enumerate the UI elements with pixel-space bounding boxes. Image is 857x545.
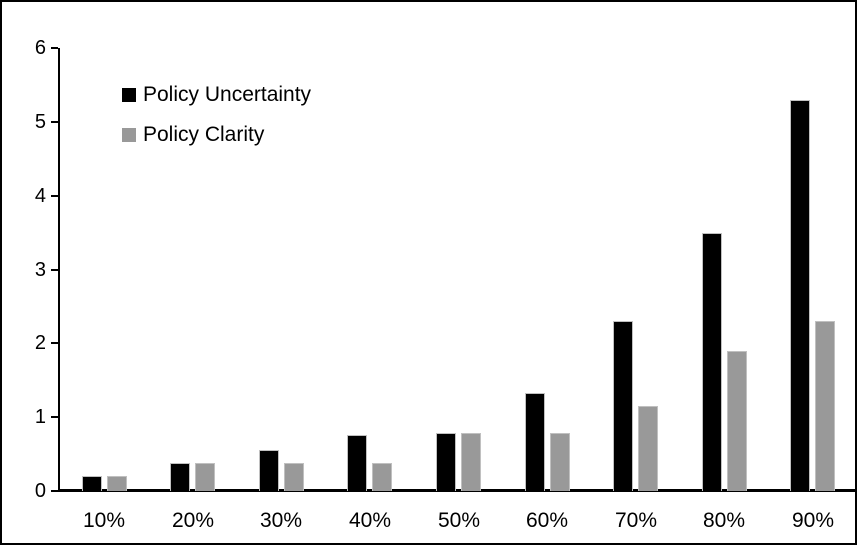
y-tick-label: 2 [34, 332, 46, 354]
legend: Policy Uncertainty Policy Clarity [122, 81, 311, 149]
legend-item-policy-clarity: Policy Clarity [122, 121, 311, 149]
bar-policy-clarity-70% [638, 406, 658, 491]
bar-policy-clarity-80% [727, 351, 747, 491]
bar-policy-uncertainty-30% [259, 450, 279, 491]
bar-policy-uncertainty-80% [702, 233, 722, 491]
bar-policy-uncertainty-50% [436, 433, 456, 491]
y-tick-label: 5 [34, 111, 46, 133]
legend-label-policy-clarity: Policy Clarity [143, 123, 265, 146]
legend-item-policy-uncertainty: Policy Uncertainty [122, 81, 311, 109]
y-tick-mark [51, 342, 58, 344]
x-tick-label-90%: 90% [791, 509, 835, 532]
x-tick-label-70%: 70% [614, 509, 658, 532]
bar-policy-uncertainty-20% [170, 463, 190, 491]
bar-policy-clarity-20% [195, 463, 215, 491]
bar-policy-uncertainty-40% [347, 435, 367, 491]
y-axis-line [58, 48, 60, 491]
x-tick-label-40%: 40% [348, 509, 392, 532]
y-tick-label: 1 [34, 406, 46, 428]
bar-policy-uncertainty-60% [525, 393, 545, 491]
y-tick-mark [51, 47, 58, 49]
x-tick-label-60%: 60% [525, 509, 569, 532]
bar-policy-clarity-10% [107, 476, 127, 491]
y-tick-label: 3 [34, 259, 46, 281]
bar-policy-uncertainty-10% [82, 476, 102, 491]
y-tick-mark [51, 490, 58, 492]
y-tick-mark [51, 195, 58, 197]
bar-policy-uncertainty-90% [790, 100, 810, 491]
y-tick-label: 4 [34, 185, 46, 207]
x-tick-label-80%: 80% [702, 509, 746, 532]
bar-policy-uncertainty-70% [613, 321, 633, 491]
legend-swatch-policy-uncertainty-icon [122, 88, 136, 102]
bar-policy-clarity-30% [284, 463, 304, 491]
x-axis-line [58, 489, 855, 492]
y-tick-label: 0 [34, 480, 46, 502]
bar-policy-clarity-90% [815, 321, 835, 491]
y-tick-mark [51, 269, 58, 271]
y-tick-mark [51, 121, 58, 123]
x-tick-label-10%: 10% [82, 509, 126, 532]
bar-policy-clarity-50% [461, 433, 481, 491]
y-tick-mark [51, 416, 58, 418]
x-tick-label-50%: 50% [437, 509, 481, 532]
legend-swatch-policy-clarity-icon [122, 128, 136, 142]
legend-label-policy-uncertainty: Policy Uncertainty [143, 83, 312, 106]
x-tick-label-20%: 20% [171, 509, 215, 532]
x-tick-label-30%: 30% [259, 509, 303, 532]
y-tick-label: 6 [34, 37, 46, 59]
bar-policy-clarity-40% [372, 463, 392, 491]
bar-policy-clarity-60% [550, 433, 570, 491]
